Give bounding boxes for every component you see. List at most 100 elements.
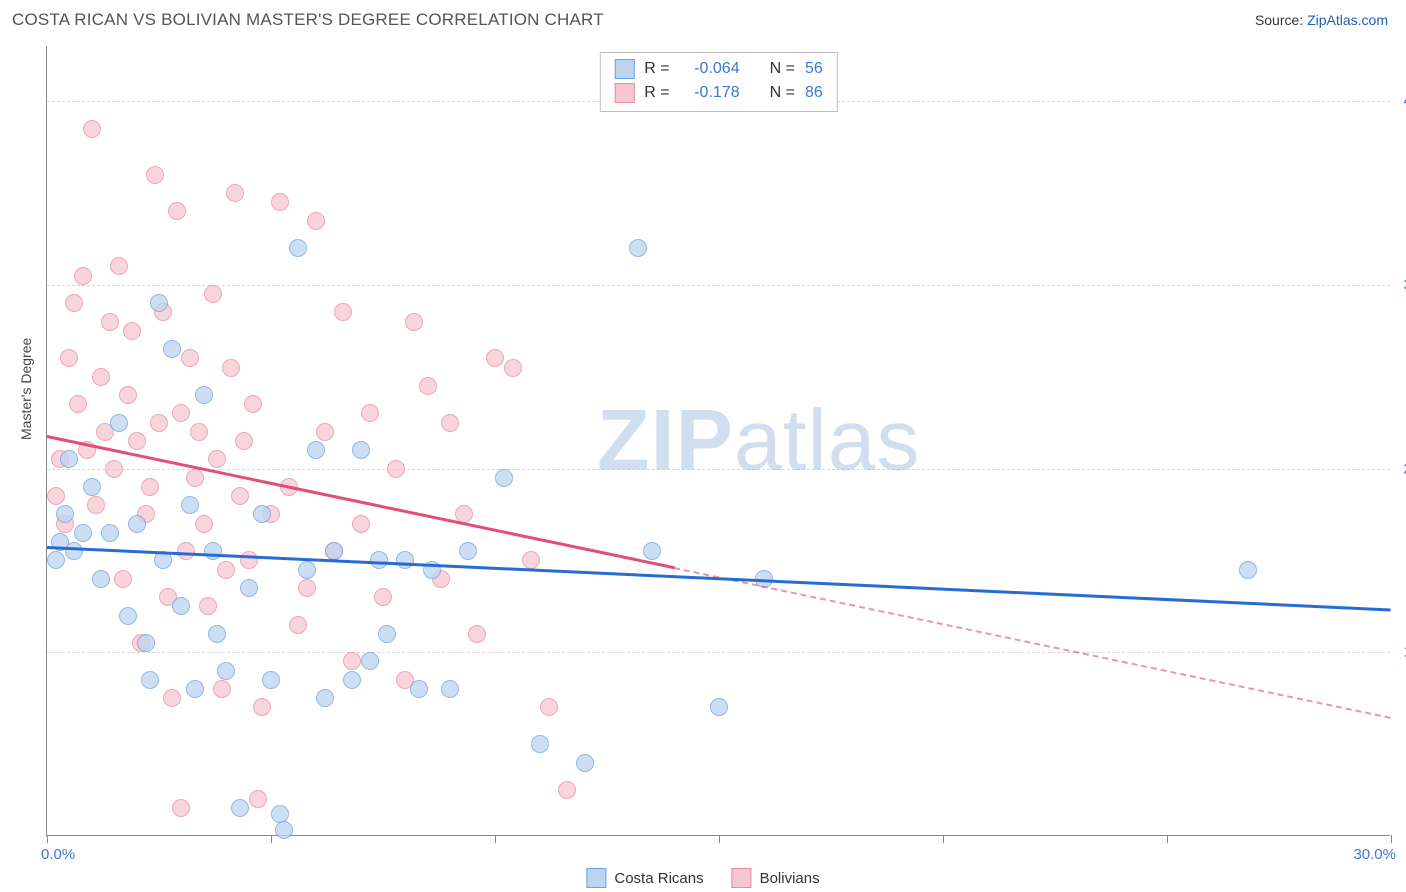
x-tick	[47, 835, 48, 843]
data-point-bolivians	[168, 202, 186, 220]
data-point-costa-ricans	[378, 625, 396, 643]
chart-plot-area: 10.0%20.0%30.0%40.0% ZIPatlas R = -0.064…	[46, 46, 1390, 836]
source-prefix: Source:	[1255, 12, 1307, 28]
data-point-costa-ricans	[262, 671, 280, 689]
x-tick	[719, 835, 720, 843]
data-point-costa-ricans	[275, 821, 293, 839]
chart-title: COSTA RICAN VS BOLIVIAN MASTER'S DEGREE …	[12, 10, 604, 30]
data-point-costa-ricans	[576, 754, 594, 772]
data-point-bolivians	[69, 395, 87, 413]
source-link[interactable]: ZipAtlas.com	[1307, 12, 1388, 28]
data-point-bolivians	[163, 689, 181, 707]
data-point-costa-ricans	[101, 524, 119, 542]
data-point-bolivians	[190, 423, 208, 441]
data-point-costa-ricans	[141, 671, 159, 689]
r-value-costa-ricans: -0.064	[680, 57, 740, 81]
x-tick	[1167, 835, 1168, 843]
data-point-bolivians	[172, 404, 190, 422]
data-point-costa-ricans	[1239, 561, 1257, 579]
x-axis-max-label: 30.0%	[1353, 846, 1396, 863]
data-point-costa-ricans	[495, 469, 513, 487]
data-point-costa-ricans	[352, 441, 370, 459]
data-point-bolivians	[119, 386, 137, 404]
data-point-bolivians	[199, 597, 217, 615]
data-point-costa-ricans	[204, 542, 222, 560]
x-tick	[271, 835, 272, 843]
data-point-costa-ricans	[56, 505, 74, 523]
gridline	[47, 652, 1390, 653]
data-point-bolivians	[352, 515, 370, 533]
data-point-costa-ricans	[629, 239, 647, 257]
swatch-bolivians-icon	[732, 868, 752, 888]
source-attribution: Source: ZipAtlas.com	[1255, 12, 1388, 28]
data-point-bolivians	[271, 193, 289, 211]
data-point-bolivians	[110, 257, 128, 275]
data-point-costa-ricans	[137, 634, 155, 652]
data-point-costa-ricans	[92, 570, 110, 588]
data-point-costa-ricans	[128, 515, 146, 533]
data-point-costa-ricans	[181, 496, 199, 514]
data-point-bolivians	[87, 496, 105, 514]
data-point-bolivians	[289, 616, 307, 634]
data-point-costa-ricans	[343, 671, 361, 689]
data-point-costa-ricans	[307, 441, 325, 459]
data-point-costa-ricans	[643, 542, 661, 560]
data-point-costa-ricans	[60, 450, 78, 468]
data-point-bolivians	[334, 303, 352, 321]
data-point-bolivians	[150, 414, 168, 432]
series-legend: Costa Ricans Bolivians	[586, 868, 819, 888]
data-point-bolivians	[195, 515, 213, 533]
legend-row-costa-ricans: R = -0.064 N = 56	[614, 57, 822, 81]
data-point-costa-ricans	[253, 505, 271, 523]
data-point-bolivians	[343, 652, 361, 670]
data-point-bolivians	[47, 487, 65, 505]
data-point-bolivians	[65, 294, 83, 312]
data-point-costa-ricans	[172, 597, 190, 615]
data-point-bolivians	[374, 588, 392, 606]
data-point-bolivians	[504, 359, 522, 377]
data-point-bolivians	[213, 680, 231, 698]
data-point-bolivians	[316, 423, 334, 441]
data-point-bolivians	[74, 267, 92, 285]
data-point-bolivians	[298, 579, 316, 597]
data-point-costa-ricans	[217, 662, 235, 680]
data-point-bolivians	[441, 414, 459, 432]
data-point-costa-ricans	[163, 340, 181, 358]
data-point-bolivians	[387, 460, 405, 478]
data-point-bolivians	[522, 551, 540, 569]
data-point-costa-ricans	[74, 524, 92, 542]
data-point-costa-ricans	[195, 386, 213, 404]
gridline	[47, 285, 1390, 286]
data-point-costa-ricans	[298, 561, 316, 579]
data-point-costa-ricans	[361, 652, 379, 670]
data-point-costa-ricans	[531, 735, 549, 753]
legend-row-bolivians: R = -0.178 N = 86	[614, 81, 822, 105]
data-point-costa-ricans	[110, 414, 128, 432]
data-point-bolivians	[253, 698, 271, 716]
x-tick	[1391, 835, 1392, 843]
data-point-costa-ricans	[325, 542, 343, 560]
data-point-bolivians	[235, 432, 253, 450]
data-point-bolivians	[146, 166, 164, 184]
swatch-costa-ricans	[614, 59, 634, 79]
data-point-bolivians	[208, 450, 226, 468]
n-value-bolivians: 86	[805, 81, 823, 105]
x-tick	[495, 835, 496, 843]
y-axis-title: Master's Degree	[18, 338, 34, 440]
data-point-costa-ricans	[441, 680, 459, 698]
data-point-costa-ricans	[289, 239, 307, 257]
data-point-bolivians	[181, 349, 199, 367]
data-point-costa-ricans	[150, 294, 168, 312]
data-point-costa-ricans	[119, 607, 137, 625]
data-point-bolivians	[231, 487, 249, 505]
swatch-costa-ricans-icon	[586, 868, 606, 888]
correlation-legend: R = -0.064 N = 56 R = -0.178 N = 86	[599, 52, 837, 112]
data-point-bolivians	[222, 359, 240, 377]
data-point-costa-ricans	[396, 551, 414, 569]
legend-item-costa-ricans: Costa Ricans	[586, 868, 703, 888]
data-point-bolivians	[186, 469, 204, 487]
data-point-bolivians	[92, 368, 110, 386]
data-point-costa-ricans	[410, 680, 428, 698]
data-point-bolivians	[141, 478, 159, 496]
data-point-bolivians	[226, 184, 244, 202]
